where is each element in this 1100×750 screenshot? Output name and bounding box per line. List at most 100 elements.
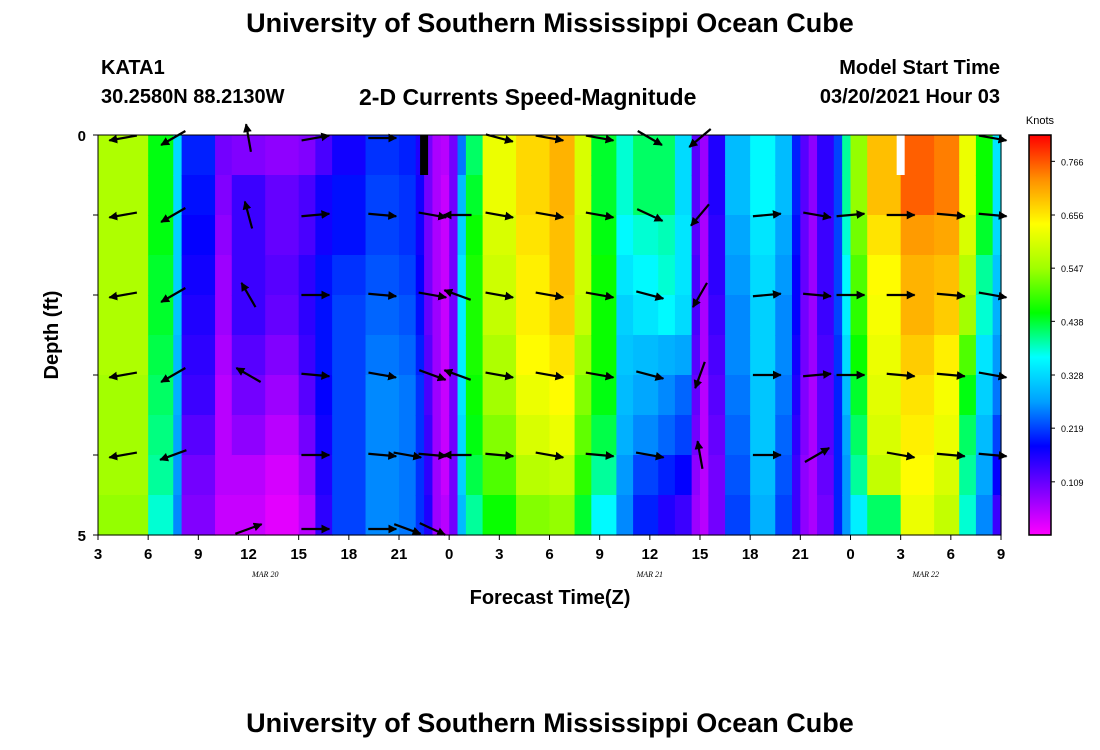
heatmap-cell xyxy=(633,375,659,416)
current-arrow xyxy=(693,361,706,389)
current-arrow xyxy=(635,451,665,461)
heatmap-cell xyxy=(591,375,617,416)
heatmap-cell xyxy=(867,335,902,376)
heatmap-cell xyxy=(265,295,300,336)
heatmap-cell xyxy=(616,135,634,176)
heatmap-cell xyxy=(992,175,1002,216)
heatmap-cell xyxy=(591,455,617,496)
heatmap-cell xyxy=(231,295,266,336)
heatmap-cell xyxy=(516,295,551,336)
heatmap-cell xyxy=(808,135,818,176)
heatmap-cell xyxy=(842,415,852,456)
heatmap-cell xyxy=(850,175,868,216)
heatmap-cell xyxy=(975,495,994,536)
heatmap-cell xyxy=(791,455,801,496)
heatmap-cell xyxy=(817,495,835,536)
heatmap-cell xyxy=(265,495,300,536)
heatmap-cell xyxy=(574,135,592,176)
y-tick-label: 0 xyxy=(78,128,86,145)
heatmap-cell xyxy=(992,415,1002,456)
current-arrow xyxy=(936,291,966,300)
heatmap-cell xyxy=(842,375,852,416)
heatmap-cell xyxy=(934,295,960,336)
heatmap-cell xyxy=(658,255,676,296)
heatmap-cell xyxy=(833,175,843,216)
heatmap-cell xyxy=(574,375,592,416)
chart-title: 2-D Currents Speed-Magnitude xyxy=(359,84,697,110)
heatmap-cell xyxy=(424,295,434,336)
heatmap-cell xyxy=(708,175,726,216)
heatmap-cell xyxy=(549,455,576,496)
heatmap-cell xyxy=(658,295,676,336)
heatmap-cell xyxy=(432,335,442,376)
heatmap-cell xyxy=(465,175,484,216)
heatmap-cell xyxy=(808,215,818,256)
heatmap-cell xyxy=(900,295,935,336)
current-arrow xyxy=(393,523,422,536)
heatmap-cell xyxy=(725,175,751,216)
main-title: University of Southern Mississippi Ocean… xyxy=(246,8,854,38)
heatmap-cell xyxy=(457,495,467,536)
heatmap-cell xyxy=(808,295,818,336)
heatmap-cell xyxy=(549,415,576,456)
heatmap-cell xyxy=(674,215,693,256)
heatmap-cell xyxy=(332,455,367,496)
heatmap-cell xyxy=(934,255,960,296)
heatmap-cell xyxy=(449,455,459,496)
heatmap-cell xyxy=(181,375,216,416)
heatmap-cell xyxy=(992,255,1002,296)
current-vectors xyxy=(108,123,1008,536)
heatmap-cell xyxy=(842,215,852,256)
heatmap-cell xyxy=(332,175,367,216)
heatmap-cell xyxy=(516,495,551,536)
heatmap-cell xyxy=(791,295,801,336)
heatmap-cell xyxy=(440,335,450,376)
heatmap-cell xyxy=(399,175,417,216)
heatmap-cell xyxy=(934,455,960,496)
heatmap-cell xyxy=(181,175,216,216)
heatmap-cell xyxy=(148,255,174,296)
heatmap-cell xyxy=(399,295,417,336)
heatmap-cell xyxy=(415,335,425,376)
heatmap-cell xyxy=(574,175,592,216)
heatmap-cell xyxy=(482,455,517,496)
current-arrow xyxy=(978,451,1008,460)
heatmap-cell xyxy=(449,495,459,536)
heatmap-cell xyxy=(842,335,852,376)
x-tick-label: 6 xyxy=(947,546,955,563)
marker-bar xyxy=(896,135,905,175)
heatmap-cell xyxy=(817,175,835,216)
heatmap-cell xyxy=(516,455,551,496)
heatmap-cell xyxy=(833,135,843,176)
heatmap-cell xyxy=(516,335,551,376)
heatmap-cell xyxy=(449,215,459,256)
station-coordinates: 30.2580N 88.2130W xyxy=(101,86,285,108)
heatmap-cell xyxy=(833,255,843,296)
heatmap-cell xyxy=(674,455,693,496)
heatmap-cell xyxy=(658,135,676,176)
heatmap-cell xyxy=(959,415,977,456)
heatmap-cell xyxy=(465,455,484,496)
heatmap-cell xyxy=(850,255,868,296)
marker-bars xyxy=(420,135,905,175)
colorbar-tick-label: 0.766 xyxy=(1061,157,1084,167)
colorbar-tick-label: 0.219 xyxy=(1061,424,1084,434)
heatmap-cell xyxy=(148,495,174,536)
heatmap-cell xyxy=(98,255,149,296)
current-arrow xyxy=(485,291,514,301)
heatmap-cell xyxy=(959,175,977,216)
heatmap-cell xyxy=(808,375,818,416)
heatmap-cell xyxy=(415,375,425,416)
heatmap-cell xyxy=(934,175,960,216)
heatmap-cell xyxy=(791,375,801,416)
heatmap-cell xyxy=(399,495,417,536)
heatmap-cell xyxy=(574,455,592,496)
heatmap-cell xyxy=(934,335,960,376)
heatmap-cell xyxy=(482,255,517,296)
y-axis-label: Depth (ft) xyxy=(41,291,63,380)
heatmap-cell xyxy=(173,175,183,216)
heatmap-cell xyxy=(975,415,994,456)
heatmap-cell xyxy=(424,495,434,536)
heatmap-cell xyxy=(399,135,417,176)
